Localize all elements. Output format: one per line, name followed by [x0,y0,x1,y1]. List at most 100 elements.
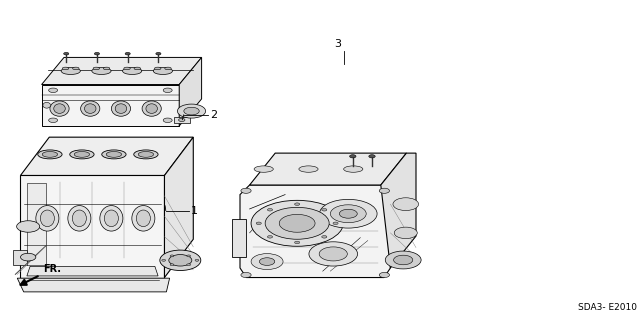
Ellipse shape [104,210,118,226]
Polygon shape [42,57,202,85]
Ellipse shape [134,150,158,159]
Ellipse shape [61,68,81,75]
Circle shape [394,227,417,239]
Circle shape [163,118,172,122]
Ellipse shape [93,67,100,70]
Ellipse shape [70,150,94,159]
Ellipse shape [38,150,62,159]
Polygon shape [42,85,179,126]
Polygon shape [164,137,193,278]
Circle shape [241,272,251,278]
Polygon shape [13,250,27,265]
Polygon shape [17,278,170,292]
Circle shape [333,222,338,225]
Ellipse shape [63,67,69,70]
Circle shape [17,221,40,232]
Ellipse shape [42,152,58,157]
Circle shape [179,118,185,122]
Circle shape [251,254,283,270]
Polygon shape [27,266,158,276]
Circle shape [170,255,174,257]
Circle shape [393,198,419,211]
Circle shape [294,203,300,205]
Circle shape [319,247,348,261]
Ellipse shape [43,102,51,108]
Ellipse shape [146,104,157,113]
Circle shape [380,272,390,278]
Circle shape [49,88,58,93]
Circle shape [125,52,131,55]
Ellipse shape [84,104,96,113]
Polygon shape [20,175,164,278]
Ellipse shape [92,68,111,75]
Circle shape [162,259,166,261]
Ellipse shape [102,150,126,159]
Circle shape [322,209,327,211]
Circle shape [265,207,329,239]
Polygon shape [179,57,202,126]
Ellipse shape [40,210,54,226]
Polygon shape [232,219,246,257]
Ellipse shape [299,166,318,172]
Ellipse shape [138,152,154,157]
Ellipse shape [254,166,273,172]
Ellipse shape [154,68,173,75]
Circle shape [259,258,275,265]
Polygon shape [240,185,390,278]
Circle shape [95,52,100,55]
Circle shape [294,241,300,244]
Ellipse shape [136,210,150,226]
Circle shape [170,264,174,266]
Ellipse shape [344,166,363,172]
Ellipse shape [155,67,161,70]
Circle shape [256,222,261,225]
Circle shape [268,209,273,211]
Ellipse shape [74,152,90,157]
Polygon shape [27,183,46,265]
Circle shape [380,188,390,193]
Polygon shape [20,137,193,175]
Ellipse shape [132,205,155,231]
Ellipse shape [111,101,131,116]
Circle shape [195,259,199,261]
Circle shape [184,107,199,115]
Ellipse shape [36,205,59,231]
Ellipse shape [165,67,172,70]
Ellipse shape [73,67,79,70]
Circle shape [330,205,366,223]
Circle shape [268,235,273,238]
Circle shape [309,242,358,266]
Circle shape [49,118,58,122]
Circle shape [187,255,191,257]
Circle shape [20,253,36,261]
Ellipse shape [123,68,142,75]
Text: 3: 3 [334,40,340,49]
Ellipse shape [54,104,65,113]
Circle shape [349,155,356,158]
Circle shape [385,251,421,269]
Circle shape [319,199,377,228]
Circle shape [322,235,327,238]
Circle shape [241,188,251,193]
Ellipse shape [50,101,69,116]
Circle shape [279,214,315,232]
Circle shape [187,264,191,266]
Circle shape [339,209,357,218]
Ellipse shape [104,67,110,70]
Text: FR.: FR. [43,264,61,274]
Circle shape [156,52,161,55]
Ellipse shape [68,205,91,231]
Ellipse shape [100,205,123,231]
Ellipse shape [115,104,127,113]
Circle shape [63,52,69,55]
Ellipse shape [72,210,86,226]
Ellipse shape [142,101,161,116]
Polygon shape [250,153,406,185]
Polygon shape [381,153,416,268]
Ellipse shape [81,101,100,116]
Circle shape [163,88,172,93]
Circle shape [169,255,192,266]
Text: SDA3- E2010: SDA3- E2010 [578,303,637,312]
Bar [174,117,190,123]
Ellipse shape [124,67,131,70]
